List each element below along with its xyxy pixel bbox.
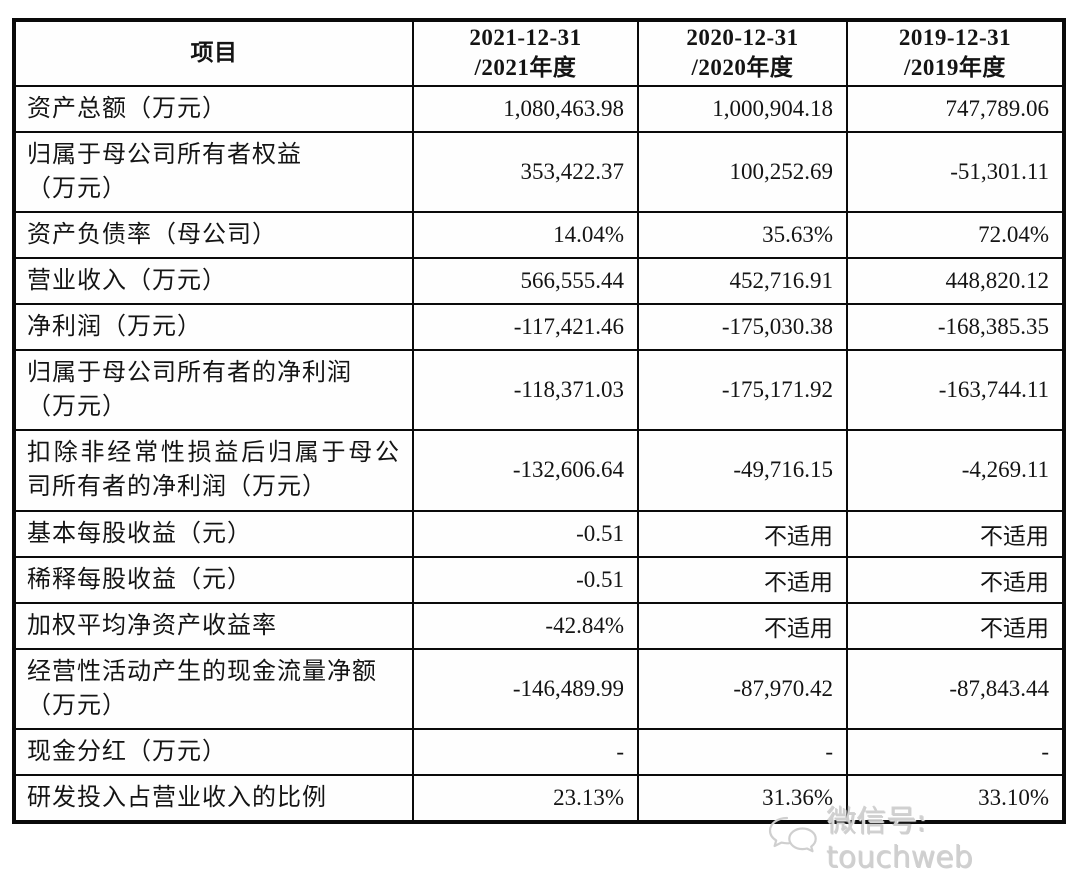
wechat-watermark: 微信号: touchweb (766, 805, 1080, 876)
table-row: 归属于母公司所有者权益 （万元） 353,422.37 100,252.69 -51,… (13, 130, 1065, 213)
row-label: 基本每股收益（元） (13, 509, 414, 558)
row-value: -175,030.38 (637, 303, 848, 352)
row-value: 72.04% (846, 210, 1065, 260)
row-label: 扣除非经常性损益后归属于母公司所有者的净利润（万元） (13, 429, 414, 512)
row-label: 稀释每股收益（元） (13, 555, 414, 604)
table-row: 加权平均净资产收益率 -42.84% 不适用 不适用 (13, 601, 1065, 650)
header-item: 项目 (13, 19, 414, 87)
row-value: 不适用 (637, 601, 848, 650)
table-row: 净利润（万元） -117,421.46 -175,030.38 -168,385.35 (13, 303, 1065, 352)
row-value: 1,000,904.18 (637, 84, 848, 133)
row-label: 加权平均净资产收益率 (13, 601, 414, 650)
table-row: 扣除非经常性损益后归属于母公司所有者的净利润（万元） -132,606.64 -49… (13, 429, 1065, 512)
financial-summary-table: 项目 2021-12-31 /2021年度 2020-12-31 /2020年度… (12, 18, 1066, 825)
row-value: 566,555.44 (412, 257, 639, 306)
row-value: 不适用 (846, 509, 1065, 558)
header-period-2020: 2020-12-31 /2020年度 (637, 19, 848, 87)
row-label: 资产负债率（母公司） (13, 210, 414, 260)
table-row: 基本每股收益（元） -0.51 不适用 不适用 (13, 509, 1065, 558)
row-value: -87,843.44 (846, 647, 1065, 730)
row-value: - (637, 727, 848, 776)
table-row: 资产总额（万元） 1,080,463.98 1,000,904.18 747,789.… (13, 84, 1065, 133)
row-value: -0.51 (412, 509, 639, 558)
row-value: 不适用 (846, 601, 1065, 650)
table-row: 经营性活动产生的现金流量净额 （万元） -146,489.99 -87,970.42… (13, 647, 1065, 730)
row-value: -42.84% (412, 601, 639, 650)
row-label: 经营性活动产生的现金流量净额 （万元） (13, 647, 414, 730)
table-row: 营业收入（万元） 566,555.44 452,716.91 448,820.12 (13, 257, 1065, 306)
row-value: - (412, 727, 639, 776)
row-value: 1,080,463.98 (412, 84, 639, 133)
row-value: -49,716.15 (637, 429, 848, 512)
row-value: 353,422.37 (412, 130, 639, 213)
row-value: 14.04% (412, 210, 639, 260)
row-value: 不适用 (637, 555, 848, 604)
row-label: 现金分红（万元） (13, 727, 414, 776)
row-value: -132,606.64 (412, 429, 639, 512)
row-value: 747,789.06 (846, 84, 1065, 133)
row-value: 31.36% (637, 773, 848, 824)
row-value: - (846, 727, 1065, 776)
row-value: 不适用 (637, 509, 848, 558)
row-value: -163,744.11 (846, 349, 1065, 432)
table-row: 现金分红（万元） - - - (13, 727, 1065, 776)
row-value: -0.51 (412, 555, 639, 604)
row-label: 净利润（万元） (13, 303, 414, 352)
table-row: 研发投入占营业收入的比例 23.13% 31.36% 33.10% (13, 773, 1065, 824)
row-value: -87,970.42 (637, 647, 848, 730)
row-value: 23.13% (412, 773, 639, 824)
row-value: -175,171.92 (637, 349, 848, 432)
row-label: 归属于母公司所有者的净利润 （万元） (13, 349, 414, 432)
header-period-2019: 2019-12-31 /2019年度 (846, 19, 1065, 87)
wechat-icon (766, 815, 820, 857)
table-header: 项目 2021-12-31 /2021年度 2020-12-31 /2020年度… (13, 19, 1065, 87)
table-row: 归属于母公司所有者的净利润 （万元） -118,371.03 -175,171.92… (13, 349, 1065, 432)
row-value: 100,252.69 (637, 130, 848, 213)
row-value: 不适用 (846, 555, 1065, 604)
header-period-2021: 2021-12-31 /2021年度 (412, 19, 639, 87)
header-row: 项目 2021-12-31 /2021年度 2020-12-31 /2020年度… (13, 19, 1065, 87)
table-row: 稀释每股收益（元） -0.51 不适用 不适用 (13, 555, 1065, 604)
row-value: 33.10% (846, 773, 1065, 824)
row-value: -51,301.11 (846, 130, 1065, 213)
row-value: -4,269.11 (846, 429, 1065, 512)
row-value: -146,489.99 (412, 647, 639, 730)
row-value: -118,371.03 (412, 349, 639, 432)
row-value: -117,421.46 (412, 303, 639, 352)
row-value: 452,716.91 (637, 257, 848, 306)
table-row: 资产负债率（母公司） 14.04% 35.63% 72.04% (13, 210, 1065, 260)
row-value: 448,820.12 (846, 257, 1065, 306)
row-value: -168,385.35 (846, 303, 1065, 352)
wechat-watermark-text: 微信号: touchweb (827, 804, 974, 876)
row-label: 研发投入占营业收入的比例 (13, 773, 414, 824)
row-value: 35.63% (637, 210, 848, 260)
row-label: 归属于母公司所有者权益 （万元） (13, 130, 414, 213)
row-label: 资产总额（万元） (13, 84, 414, 133)
table-body: 资产总额（万元） 1,080,463.98 1,000,904.18 747,789.… (13, 84, 1065, 824)
row-label: 营业收入（万元） (13, 257, 414, 306)
